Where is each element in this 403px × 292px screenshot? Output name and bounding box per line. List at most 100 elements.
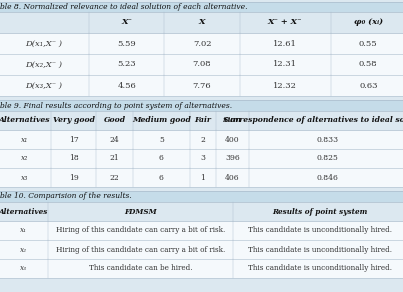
Bar: [0, 130, 51, 149]
Text: 7.02: 7.02: [193, 39, 211, 48]
Bar: [0, 12, 89, 33]
Text: Alternatives: Alternatives: [0, 208, 48, 215]
Text: 1: 1: [201, 173, 206, 182]
Bar: [330, 54, 403, 75]
Bar: [0, 168, 51, 187]
Text: 4.56: 4.56: [117, 81, 136, 90]
Bar: [0, 221, 48, 240]
Bar: [133, 130, 190, 149]
Bar: [216, 111, 249, 130]
Bar: [0, 259, 48, 278]
Bar: [233, 221, 403, 240]
Bar: [0, 75, 89, 96]
Text: x₁: x₁: [21, 135, 28, 143]
Bar: [240, 75, 330, 96]
Text: This candidate is unconditionally hired.: This candidate is unconditionally hired.: [247, 265, 391, 272]
Text: Correspondence of alternatives to ideal solution: Correspondence of alternatives to ideal …: [224, 117, 403, 124]
Bar: [133, 111, 190, 130]
Text: 12.31: 12.31: [273, 60, 297, 69]
Bar: [96, 168, 133, 187]
Text: Fair: Fair: [195, 117, 212, 124]
Text: X⁻ + X⁻: X⁻ + X⁻: [268, 18, 302, 27]
Bar: [89, 12, 164, 33]
Bar: [190, 168, 216, 187]
Text: Sum: Sum: [223, 117, 242, 124]
Bar: [240, 33, 330, 54]
Bar: [48, 259, 233, 278]
Text: This candidate is unconditionally hired.: This candidate is unconditionally hired.: [247, 227, 391, 234]
Bar: [249, 111, 403, 130]
Bar: [249, 168, 403, 187]
Text: Very good: Very good: [53, 117, 95, 124]
Text: 396: 396: [225, 154, 240, 163]
Bar: [233, 240, 403, 259]
Text: 3: 3: [201, 154, 206, 163]
Bar: [164, 33, 240, 54]
Bar: [164, 54, 240, 75]
Text: 22: 22: [110, 173, 120, 182]
Bar: [216, 168, 249, 187]
Bar: [133, 168, 190, 187]
Bar: [216, 149, 249, 168]
Bar: [0, 100, 403, 111]
Text: x₂: x₂: [19, 246, 27, 253]
Text: 0.833: 0.833: [316, 135, 339, 143]
Bar: [190, 111, 216, 130]
Bar: [216, 130, 249, 149]
Bar: [0, 149, 51, 168]
Bar: [0, 33, 89, 54]
Text: 0.825: 0.825: [316, 154, 338, 163]
Text: ble 8. Normalized relevance to ideal solution of each alternative.: ble 8. Normalized relevance to ideal sol…: [0, 3, 247, 11]
Bar: [89, 33, 164, 54]
Bar: [48, 240, 233, 259]
Text: ble 9. Final results according to point system of alternatives.: ble 9. Final results according to point …: [0, 102, 232, 110]
Text: x₂: x₂: [21, 154, 28, 163]
Bar: [0, 202, 48, 221]
Bar: [0, 240, 48, 259]
Bar: [89, 75, 164, 96]
Bar: [96, 111, 133, 130]
Text: 17: 17: [69, 135, 79, 143]
Bar: [233, 202, 403, 221]
Text: 7.08: 7.08: [193, 60, 211, 69]
Bar: [96, 149, 133, 168]
Bar: [133, 149, 190, 168]
Bar: [51, 111, 96, 130]
Text: 12.32: 12.32: [273, 81, 297, 90]
Text: x₃: x₃: [21, 173, 28, 182]
Bar: [240, 12, 330, 33]
Bar: [330, 12, 403, 33]
Bar: [249, 130, 403, 149]
Text: 5.59: 5.59: [117, 39, 136, 48]
Text: 18: 18: [69, 154, 79, 163]
Text: x₁: x₁: [19, 227, 27, 234]
Text: 7.76: 7.76: [193, 81, 211, 90]
Bar: [0, 2, 403, 12]
Bar: [190, 149, 216, 168]
Bar: [190, 130, 216, 149]
Text: 6: 6: [159, 154, 164, 163]
Text: FDMSM: FDMSM: [124, 208, 157, 215]
Bar: [249, 149, 403, 168]
Text: 6: 6: [159, 173, 164, 182]
Text: 5: 5: [159, 135, 164, 143]
Text: ble 10. Comparision of the results.: ble 10. Comparision of the results.: [0, 192, 132, 201]
Bar: [48, 221, 233, 240]
Text: This candidate is unconditionally hired.: This candidate is unconditionally hired.: [247, 246, 391, 253]
Text: X⁻: X⁻: [121, 18, 132, 27]
Text: 12.61: 12.61: [273, 39, 297, 48]
Text: 24: 24: [110, 135, 120, 143]
Text: 5.23: 5.23: [117, 60, 136, 69]
Text: x₃: x₃: [19, 265, 27, 272]
Text: Hiring of this candidate can carry a bit of risk.: Hiring of this candidate can carry a bit…: [56, 246, 225, 253]
Text: 0.55: 0.55: [359, 39, 378, 48]
Text: Results of point system: Results of point system: [272, 208, 367, 215]
Text: Good: Good: [104, 117, 126, 124]
Bar: [330, 33, 403, 54]
Text: Hiring of this candidate can carry a bit of risk.: Hiring of this candidate can carry a bit…: [56, 227, 225, 234]
Bar: [51, 130, 96, 149]
Text: This candidate can be hired.: This candidate can be hired.: [89, 265, 192, 272]
Text: 0.58: 0.58: [359, 60, 378, 69]
Bar: [233, 259, 403, 278]
Text: 406: 406: [225, 173, 240, 182]
